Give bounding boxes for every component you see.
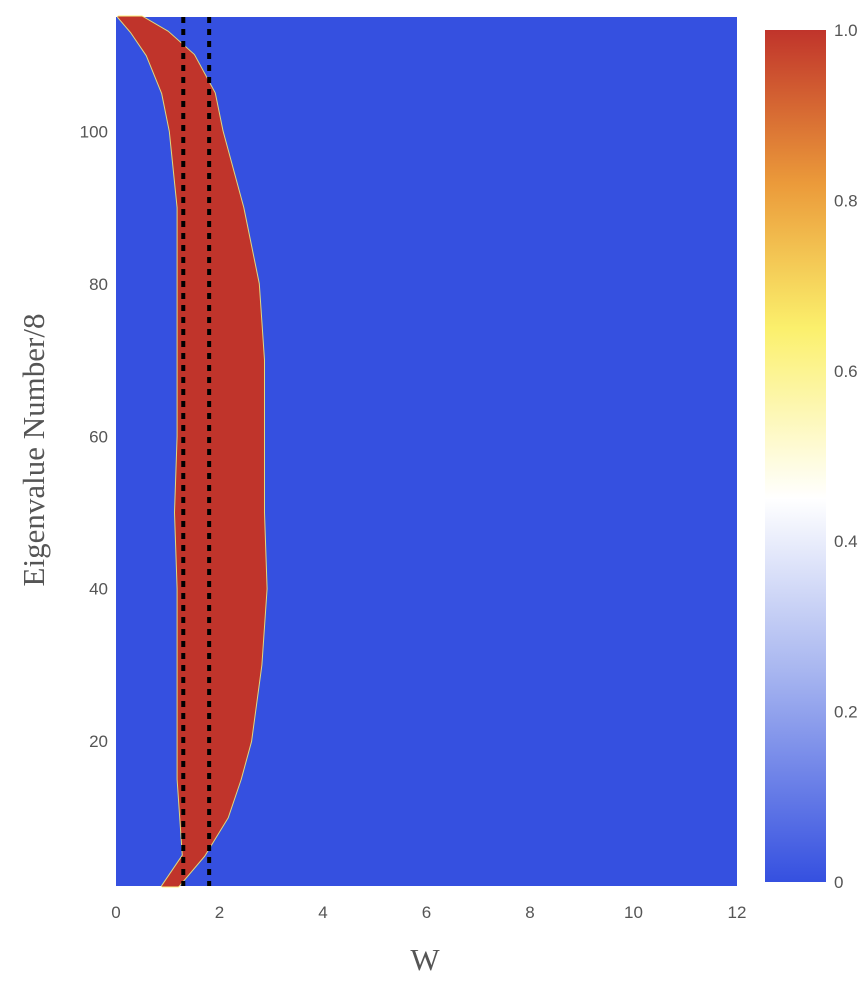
colorbar-ticks: 1.0 0.8 0.6 0.4 0.2 0	[834, 21, 858, 892]
x-tick-label: 2	[215, 903, 224, 922]
colorbar	[765, 30, 826, 882]
y-tick-label: 60	[89, 427, 108, 446]
reference-lines	[181, 17, 212, 886]
x-tick-label: 12	[728, 903, 747, 922]
colorbar-tick-label: 1.0	[834, 21, 858, 40]
y-tick-label: 80	[89, 275, 108, 294]
y-tick-label: 40	[89, 580, 108, 599]
y-tick-label: 100	[80, 122, 108, 141]
y-axis-ticks: 20 40 60 80 100	[80, 122, 108, 751]
eigenvalue-band-core	[117, 16, 267, 887]
colorbar-tick-label: 0.8	[834, 191, 858, 210]
x-tick-label: 8	[525, 903, 534, 922]
colorbar-tick-label: 0.2	[834, 703, 858, 722]
colorbar-tick-label: 0.4	[834, 532, 858, 551]
x-tick-label: 4	[318, 903, 327, 922]
y-axis-title: Eigenvalue Number/8	[16, 314, 51, 587]
x-tick-label: 6	[422, 903, 431, 922]
colorbar-tick-label: 0.6	[834, 362, 858, 381]
x-tick-label: 10	[624, 903, 643, 922]
x-axis-title: W	[410, 942, 440, 977]
y-tick-label: 20	[89, 732, 108, 751]
colorbar-tick-label: 0	[834, 873, 843, 892]
x-tick-label: 0	[111, 903, 120, 922]
x-axis-ticks: 0 2 4 6 8 10 12	[111, 903, 746, 922]
